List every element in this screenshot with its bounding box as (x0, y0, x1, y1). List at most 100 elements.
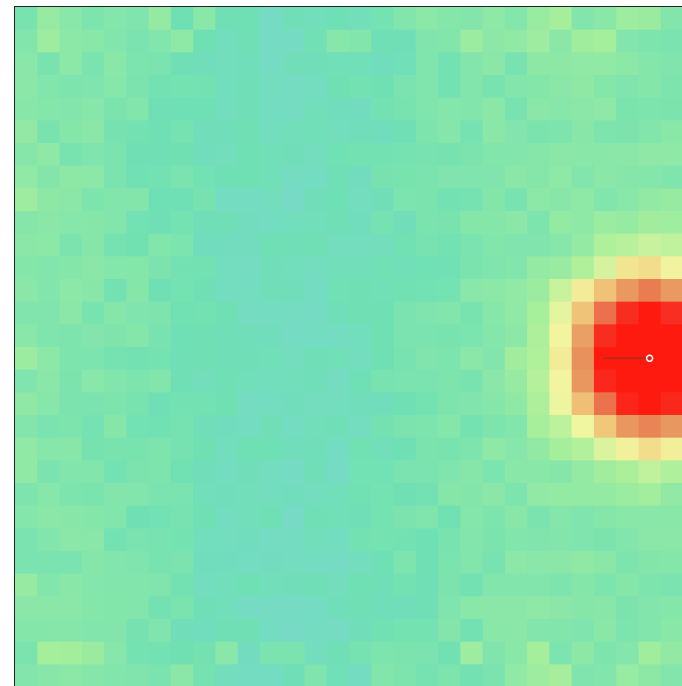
heatmap-cell (660, 143, 682, 167)
heatmap-cell (571, 596, 595, 620)
heatmap-cell (349, 505, 372, 529)
heatmap-cell (193, 279, 216, 303)
heatmap-cell (571, 641, 595, 665)
heatmap-cell (660, 165, 682, 189)
heatmap-cell (593, 437, 617, 461)
heatmap-cell (259, 188, 283, 212)
heatmap-cell (415, 52, 439, 76)
heatmap-cell (193, 233, 216, 257)
heatmap-cell (593, 301, 617, 325)
heatmap-cell (415, 619, 439, 643)
heatmap-cell (126, 664, 150, 686)
heatmap-cell (259, 664, 283, 686)
heatmap-cell (37, 460, 61, 484)
heatmap-cell (326, 505, 350, 529)
heatmap-cell (616, 437, 640, 461)
heatmap-cell (571, 301, 595, 325)
heatmap-cell (593, 75, 617, 99)
heatmap-cell (415, 279, 439, 303)
heatmap-cell (549, 369, 573, 393)
heatmap-cell (59, 369, 83, 393)
heatmap-cell (326, 120, 350, 144)
heatmap-cell (371, 619, 395, 643)
heatmap-plot (15, 7, 682, 686)
heatmap-cell (59, 188, 83, 212)
heatmap-cell (259, 97, 283, 121)
heatmap-cell (460, 641, 484, 665)
heatmap-cell (37, 120, 61, 144)
heatmap-cell (126, 619, 150, 643)
heatmap-cell (504, 75, 528, 99)
heatmap-cell (549, 52, 573, 76)
heatmap-cell (193, 505, 216, 529)
heatmap-cell (282, 165, 306, 189)
heatmap-cell (638, 188, 662, 212)
heatmap-cell (371, 641, 395, 665)
heatmap-cell (660, 551, 682, 575)
heatmap-cell (616, 573, 640, 597)
heatmap-cell (482, 483, 506, 507)
heatmap-cell (438, 347, 461, 371)
heatmap-cell (59, 120, 83, 144)
heatmap-cell (237, 460, 261, 484)
heatmap-cell (259, 641, 283, 665)
heatmap-cell (438, 551, 461, 575)
heatmap-cell (259, 233, 283, 257)
heatmap-cell (259, 301, 283, 325)
heatmap-cell (571, 392, 595, 416)
heatmap-cell (415, 483, 439, 507)
heatmap-cell (504, 483, 528, 507)
heatmap-cell (482, 505, 506, 529)
heatmap-cell (282, 97, 306, 121)
heatmap-cell (215, 75, 239, 99)
heatmap-cell (59, 256, 83, 280)
heatmap-cell (660, 460, 682, 484)
heatmap-cell (415, 369, 439, 393)
heatmap-cell (37, 211, 61, 235)
heatmap-cell (282, 664, 306, 686)
heatmap-cell (59, 483, 83, 507)
heatmap-cell (215, 324, 239, 348)
heatmap-cell (349, 256, 372, 280)
heatmap-cell (460, 347, 484, 371)
heatmap-cell (393, 596, 417, 620)
heatmap-cell (59, 596, 83, 620)
heatmap-cell (549, 505, 573, 529)
heatmap-cell (282, 279, 306, 303)
heatmap-cell (571, 256, 595, 280)
heatmap-cell (482, 528, 506, 552)
heatmap-cell (104, 256, 127, 280)
heatmap-cell (593, 369, 617, 393)
heatmap-cell (616, 619, 640, 643)
heatmap-cell (259, 165, 283, 189)
heatmap-cell (81, 211, 105, 235)
heatmap-cell (549, 279, 573, 303)
heatmap-cell (304, 143, 328, 167)
heatmap-cell (215, 52, 239, 76)
heatmap-cell (37, 369, 61, 393)
heatmap-cell (504, 301, 528, 325)
heatmap-cell (660, 664, 682, 686)
heatmap-cell (549, 75, 573, 99)
heatmap-cell (304, 483, 328, 507)
heatmap-cell (549, 120, 573, 144)
heatmap-cell (660, 211, 682, 235)
heatmap-cell (504, 573, 528, 597)
heatmap-cell (549, 29, 573, 53)
heatmap-cell (371, 188, 395, 212)
heatmap-cell (326, 415, 350, 439)
heatmap-cell (593, 279, 617, 303)
heatmap-cell (104, 143, 127, 167)
heatmap-cell (527, 528, 550, 552)
heatmap-cell (326, 437, 350, 461)
heatmap-cell (527, 233, 550, 257)
heatmap-cell (15, 641, 38, 665)
heatmap-cell (326, 256, 350, 280)
heatmap-cell (616, 256, 640, 280)
heatmap-cell (549, 256, 573, 280)
heatmap-cell (104, 29, 127, 53)
heatmap-cell (415, 505, 439, 529)
heatmap-cell (571, 7, 595, 31)
heatmap-cell (215, 619, 239, 643)
heatmap-cell (237, 664, 261, 686)
